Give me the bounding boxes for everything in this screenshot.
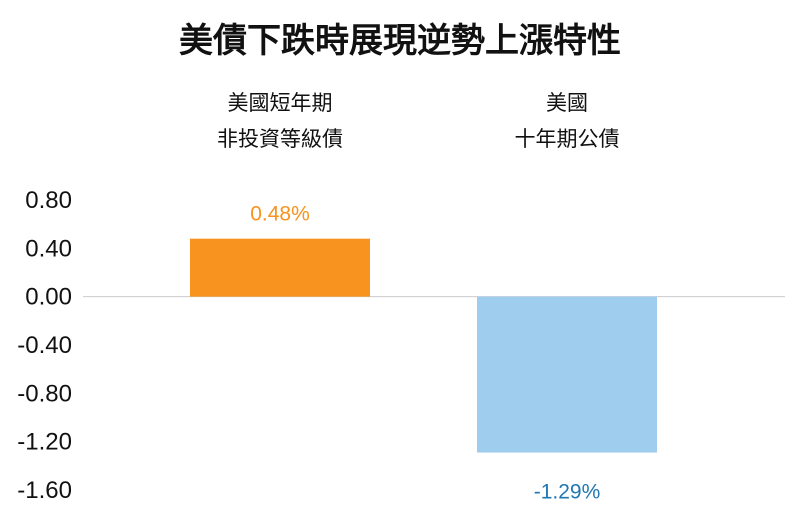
category-label-2-line-2: 十年期公債 — [515, 127, 620, 151]
y-tick-label: -0.40 — [17, 332, 72, 359]
category-labels: 美國短年期 非投資等級債 美國 十年期公債 — [217, 91, 620, 151]
y-tick-label: -1.20 — [17, 429, 72, 456]
data-label-1: 0.48% — [250, 203, 310, 226]
chart-title: 美債下跌時展現逆勢上漲特性 — [179, 21, 621, 61]
bar-1 — [190, 238, 370, 297]
bars — [190, 238, 657, 453]
y-axis-tick-labels: 0.80 0.40 0.00 -0.40 -0.80 -1.20 -1.60 — [17, 187, 72, 504]
data-labels: 0.48% -1.29% — [250, 203, 600, 504]
y-tick-label: 0.40 — [25, 235, 72, 262]
category-label-1-line-1: 美國短年期 — [228, 91, 333, 115]
bar-2 — [477, 296, 657, 453]
y-tick-label: -1.60 — [17, 477, 72, 504]
category-label-2-line-1: 美國 — [546, 91, 588, 115]
y-tick-label: 0.80 — [25, 187, 72, 214]
y-tick-label: -0.80 — [17, 380, 72, 407]
y-tick-label: 0.00 — [25, 284, 72, 311]
category-label-1-line-2: 非投資等級債 — [217, 127, 343, 151]
data-label-2: -1.29% — [534, 481, 601, 504]
